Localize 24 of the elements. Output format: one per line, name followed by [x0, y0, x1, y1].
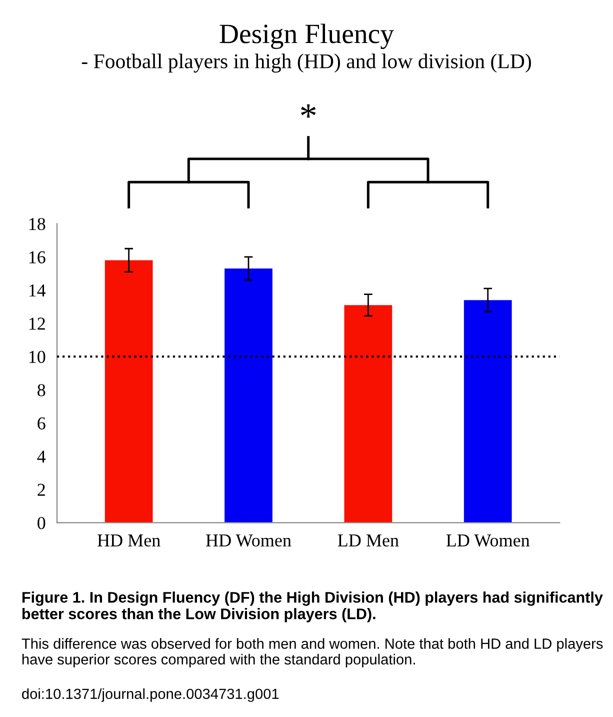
y-tick-label: 0: [38, 516, 46, 530]
text: doi:10.1371/journal.pone.0034731.g001: [22, 688, 279, 702]
y-tick-label: 12: [29, 318, 45, 330]
y-tick-label: 2: [38, 484, 45, 496]
chart-title: Design Fluency: [220, 24, 394, 50]
y-tick-label: 10: [29, 350, 46, 364]
text: *: [301, 104, 316, 118]
y-tick-label: 4: [37, 450, 46, 463]
x-tick-label: HD Men: [97, 534, 160, 547]
y-tick-label: 18: [29, 218, 46, 230]
x-tick-label: LD Men: [338, 534, 399, 547]
bar: [344, 305, 392, 523]
y-tick-label: 14: [29, 284, 46, 296]
chart-subtitle: - Football players in high (HD) and low division (LD): [82, 54, 531, 73]
bar: [464, 300, 512, 523]
text: This difference was observed for both men and women. Note that both HD and LD players have superior scores compared with the standard population.: [22, 638, 603, 668]
y-tick-label: 6: [38, 417, 46, 430]
caption: Figure 1. In Design Fluency (DF) the High Division (HD) players had significantly better scores than the Low Division players (LD).: [22, 592, 603, 622]
x-tick-label: HD Women: [206, 534, 292, 547]
x-tick-label: LD Women: [446, 534, 530, 547]
y-tick-label: 16: [29, 251, 46, 264]
bar: [104, 260, 153, 523]
y-tick-label: 8: [38, 384, 46, 396]
bar: [224, 268, 272, 523]
